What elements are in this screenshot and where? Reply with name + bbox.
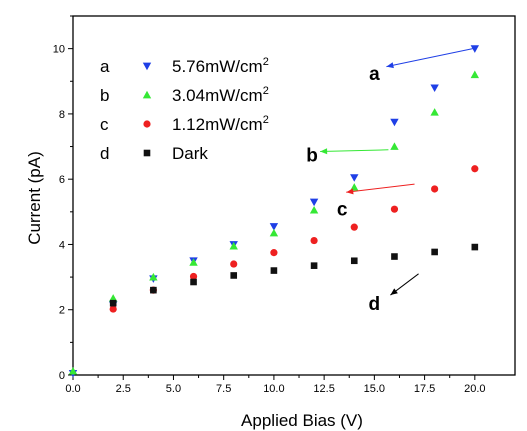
annotation-label: b: [306, 146, 318, 167]
x-axis-title: Applied Bias (V): [241, 411, 363, 430]
data-point-a: [390, 119, 398, 127]
legend-label: 5.76mW/cm2: [172, 56, 269, 76]
legend-label: 3.04mW/cm2: [172, 85, 269, 105]
y-axis-title: Current (pA): [25, 151, 44, 245]
legend-label-superscript: 2: [263, 114, 269, 126]
data-point-d: [190, 279, 197, 286]
annotation-label: a: [369, 64, 380, 85]
legend-marker: [143, 120, 150, 127]
annotation-arrow: [320, 150, 388, 152]
legend-marker: [144, 150, 151, 157]
annotation-c: c: [337, 184, 415, 220]
annotation-arrowhead: [386, 62, 393, 68]
legend-label-superscript: 2: [263, 85, 269, 97]
data-point-a: [310, 199, 318, 207]
annotation-b: b: [306, 146, 388, 167]
data-point-d: [351, 257, 358, 264]
data-point-d: [271, 267, 278, 274]
data-point-b: [310, 206, 318, 214]
legend-label-superscript: 2: [263, 56, 269, 68]
annotations: a b c d: [306, 49, 473, 316]
data-point-c: [431, 185, 438, 192]
legend-key: d: [100, 144, 109, 163]
data-point-d: [472, 244, 479, 251]
x-tick-label: 0.0: [65, 383, 80, 395]
x-tick-label: 20.0: [464, 383, 485, 395]
data-point-b: [390, 142, 398, 150]
x-tick-label: 17.5: [414, 383, 435, 395]
series-d: [110, 244, 478, 307]
legend-key: b: [100, 86, 109, 105]
y-tick-label: 6: [59, 174, 65, 186]
data-point-a: [430, 84, 438, 92]
x-tick-label: 7.5: [216, 383, 231, 395]
x-tick-label: 10.0: [263, 383, 284, 395]
annotation-arrowhead: [320, 148, 327, 154]
series-b: [69, 71, 479, 375]
legend-label: 1.12mW/cm2: [172, 114, 269, 134]
legend-key: a: [100, 57, 110, 76]
y-tick-label: 4: [59, 239, 65, 251]
annotation-a: a: [369, 49, 473, 85]
data-point-b: [471, 71, 479, 79]
data-point-d: [150, 287, 157, 294]
legend-marker: [143, 63, 151, 71]
data-point-c: [110, 305, 117, 312]
annotation-label: c: [337, 200, 348, 221]
data-point-c: [351, 224, 358, 231]
legend-item-c: c 1.12mW/cm2: [100, 114, 269, 134]
y-tick-label: 2: [59, 305, 65, 317]
data-point-a: [350, 174, 358, 182]
data-point-d: [230, 272, 237, 279]
data-point-b: [430, 108, 438, 116]
x-tick-label: 12.5: [313, 383, 334, 395]
annotation-arrowhead: [346, 188, 353, 194]
data-point-c: [391, 206, 398, 213]
legend-label: Dark: [172, 144, 208, 163]
legend-key: c: [100, 115, 109, 134]
annotation-label: d: [369, 294, 381, 315]
x-tick-label: 5.0: [166, 383, 181, 395]
x-tick-label: 2.5: [116, 383, 131, 395]
legend-item-b: b 3.04mW/cm2: [100, 85, 269, 105]
data-point-d: [110, 300, 117, 307]
data-point-c: [471, 165, 478, 172]
y-tick-label: 10: [53, 44, 65, 56]
annotation-arrowhead: [390, 288, 397, 295]
plot-frame: [73, 16, 515, 375]
data-point-c: [230, 260, 237, 267]
annotation-d: d: [369, 274, 419, 315]
axis-ticks: 0.0 2.5 5.0 7.5 10.0 12.5 15.0 17.5 20.0 0 2 4 6 8 10: [53, 16, 486, 395]
data-point-c: [310, 237, 317, 244]
data-point-c: [270, 249, 277, 256]
data-point-b: [270, 229, 278, 237]
legend: a 5.76mW/cm2 b 3.04mW/cm2 c 1.12mW/cm2 d Dark: [100, 56, 269, 163]
legend-item-a: a 5.76mW/cm2: [100, 56, 269, 76]
annotation-arrow: [386, 49, 472, 67]
y-tick-label: 0: [59, 370, 65, 382]
y-tick-label: 8: [59, 109, 65, 121]
axes: [73, 16, 515, 375]
data-point-d: [311, 262, 318, 269]
data-points: [69, 45, 479, 377]
legend-item-d: d Dark: [100, 144, 208, 163]
legend-marker: [143, 91, 151, 99]
series-a: [69, 45, 479, 377]
data-point-d: [391, 253, 398, 260]
series-c: [110, 165, 479, 313]
data-point-d: [431, 249, 438, 256]
x-tick-label: 15.0: [364, 383, 385, 395]
